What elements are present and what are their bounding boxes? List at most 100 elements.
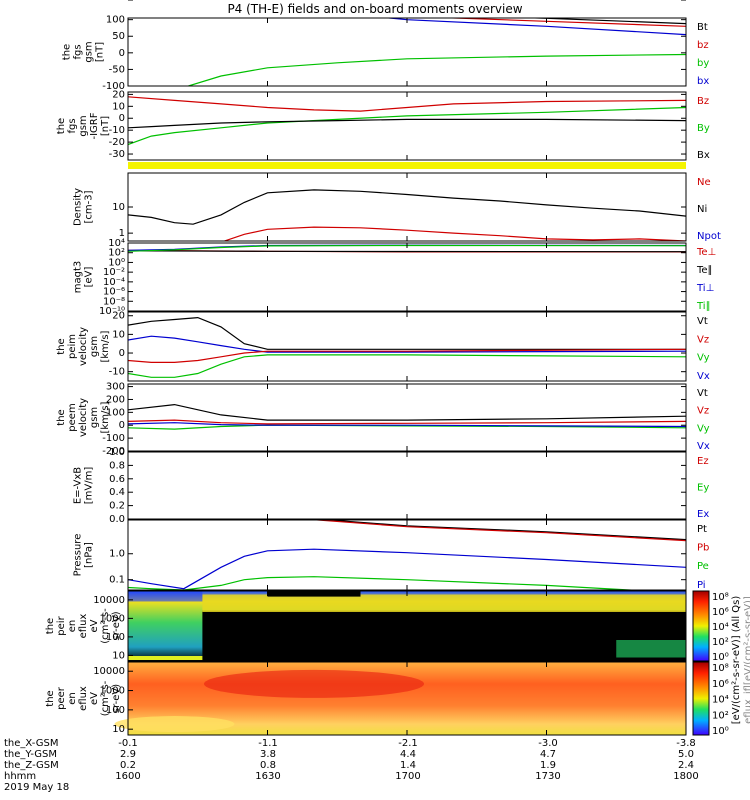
- y-tick-label: 10: [112, 202, 125, 213]
- y-tick-label: 100: [106, 407, 125, 418]
- y-axis-label: the fgs gsm [nT]: [62, 41, 106, 62]
- y-axis-label-line: the: [62, 44, 73, 60]
- ephem-value: 3.8: [260, 749, 276, 760]
- series-line-Vt: [128, 403, 686, 421]
- legend-entry: Te⊥: [696, 247, 716, 258]
- heatmap-blue-band: [128, 591, 203, 602]
- series-group: [128, 520, 686, 590]
- y-axis-label-line: the: [56, 118, 67, 134]
- ephem-value: -3.8: [676, 738, 696, 749]
- ephem-value: 1730: [535, 771, 561, 782]
- y-axis-label-line: peem: [67, 403, 78, 431]
- legend-entry: Vx: [697, 371, 710, 382]
- ephem-value: 1800: [673, 771, 699, 782]
- y-axis-label-line: the: [56, 409, 67, 425]
- panel-frame: [127, 451, 687, 520]
- series-line-Bx: [128, 118, 686, 129]
- legend-entry: Vy: [697, 353, 710, 364]
- ephem-value: -2.1: [398, 738, 418, 749]
- y-tick-label: 0.0: [109, 514, 125, 525]
- y-axis-label-line: peir: [56, 615, 67, 635]
- legend-entry: By: [697, 123, 710, 134]
- legend-entry: bz: [697, 40, 709, 51]
- ephem-name: the_X-GSM: [4, 738, 59, 749]
- y-tick-label: -30: [109, 149, 125, 160]
- colorbar-tick-label: 10⁰: [712, 726, 729, 737]
- y-tick-label: 100: [106, 705, 125, 716]
- series-line-Pt: [321, 520, 686, 541]
- y-tick-label: -100: [102, 81, 125, 92]
- legend-entry: Vz: [697, 334, 709, 345]
- ephem-value: -1.1: [258, 738, 278, 749]
- colorbar: [692, 661, 710, 736]
- legend-entry: Bz: [697, 96, 709, 107]
- heatmap-red-core: [204, 669, 424, 698]
- y-axis-label-line: [nT]: [100, 116, 111, 136]
- y-tick-label: 0: [119, 348, 125, 359]
- y-axis-label-line: E=-VxB: [73, 467, 84, 504]
- ephem-value: 1700: [395, 771, 421, 782]
- series-line-Pb: [309, 520, 686, 542]
- ephem-name: the_Y-GSM: [4, 749, 58, 760]
- y-tick-label: 10000: [93, 595, 125, 606]
- series-group: [128, 96, 686, 146]
- heatmap-black-top: [267, 591, 361, 597]
- y-tick-label: 1000: [100, 686, 125, 697]
- colorbar-label-text: [eV/(cm²-s-sr-eV)] (All Qs): [731, 596, 742, 725]
- y-tick-label: 10: [112, 724, 125, 735]
- legend-entry: Bx: [697, 150, 710, 161]
- ephem-row-x: the_X-GSM -0.1 -1.1 -2.1 -3.0 -3.8: [0, 738, 750, 749]
- series-line-bz: [437, 18, 686, 27]
- y-axis-label-line: velocity: [78, 327, 89, 366]
- legend-entry: by: [697, 58, 709, 69]
- legend-entry: Pi: [697, 580, 706, 591]
- y-axis-label-line: eflux: [78, 686, 89, 711]
- y-tick-label: 0: [119, 48, 125, 59]
- legend-entry: Vy: [697, 423, 710, 434]
- series-line-By: [128, 106, 686, 146]
- y-axis-label-line: peim: [67, 334, 78, 359]
- y-axis-label-line: en: [67, 692, 78, 705]
- series-line-Te∥: [128, 250, 686, 253]
- legend-entry: Npot: [697, 231, 721, 242]
- y-axis-label-line: the: [56, 338, 67, 354]
- ephem-value: 1.9: [540, 760, 556, 771]
- y-axis-label-line: [nT]: [95, 42, 106, 62]
- y-axis-label-line: [km/s]: [100, 401, 111, 433]
- heatmap-yellow-patch: [114, 716, 235, 733]
- legend-entry: Vz: [697, 406, 709, 417]
- y-tick-label: 10⁻²: [103, 267, 125, 278]
- y-tick-label: 1: [119, 228, 125, 239]
- y-tick-label: -20: [109, 137, 125, 148]
- chart-title: P4 (TH-E) fields and on-board moments ov…: [227, 2, 523, 16]
- y-tick-label: 0: [119, 420, 125, 431]
- y-axis-label: the peem velocity gsm [km/s]: [56, 398, 111, 437]
- colorbar-tick-label: 10²: [712, 710, 729, 721]
- series-line-Bz: [128, 96, 686, 112]
- y-tick-label: 10000: [93, 666, 125, 677]
- y-axis-label: E=-VxB [mV/m]: [73, 467, 95, 505]
- series-line-Bt: [519, 18, 686, 25]
- y-tick-label: 0.8: [109, 460, 125, 471]
- y-tick-label: 10: [112, 101, 125, 112]
- y-axis-label-line: the: [45, 618, 56, 634]
- y-tick-label: 0.1: [109, 575, 125, 586]
- legend-entry: Pe: [697, 561, 709, 572]
- y-tick-label: 1.0: [109, 549, 125, 560]
- y-tick-label: 10⁻¹⁰: [99, 306, 125, 317]
- y-tick-label: 100: [106, 0, 125, 3]
- series-line-Ti∥: [128, 244, 686, 252]
- y-tick-label: -10: [109, 125, 125, 136]
- legend-entry: Ti⊥: [696, 283, 714, 294]
- panel-9: 10000 1000 100 10 10⁸ 10⁶ 10⁴ 10² 10⁰ the peir en ef…: [45, 590, 729, 663]
- series-line-Pe: [128, 576, 640, 590]
- y-tick-label: 200: [106, 394, 125, 405]
- y-tick-label: 0.4: [109, 487, 125, 498]
- heatmap-green-patch: [616, 640, 686, 658]
- ephem-name: hhmm: [4, 771, 37, 782]
- legend-entry: Te∥: [696, 265, 713, 276]
